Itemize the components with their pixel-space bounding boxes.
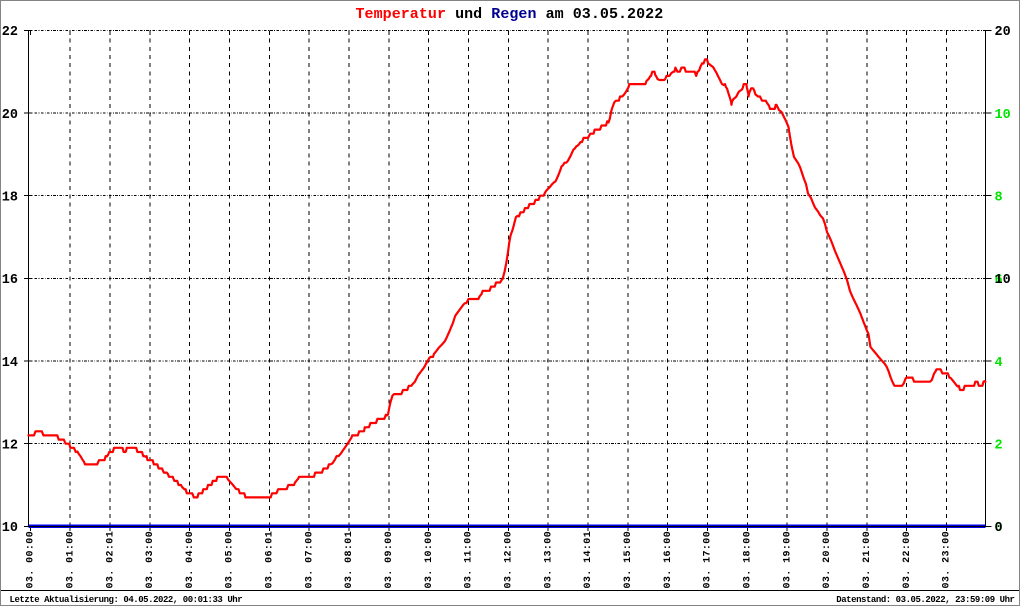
svg-text:6: 6	[995, 273, 1003, 288]
svg-text:12: 12	[2, 439, 18, 454]
svg-text:03. 08:01: 03. 08:01	[344, 531, 355, 589]
svg-text:03. 01:00: 03. 01:00	[65, 531, 76, 589]
svg-text:0: 0	[995, 521, 1003, 536]
svg-text:14: 14	[2, 356, 18, 371]
svg-text:0: 0	[995, 521, 1003, 536]
svg-text:03. 10:00: 03. 10:00	[424, 531, 435, 589]
svg-text:18: 18	[2, 191, 18, 206]
svg-text:03. 23:00: 03. 23:00	[942, 531, 953, 589]
svg-text:03. 19:00: 03. 19:00	[782, 531, 793, 589]
svg-text:03. 21:00: 03. 21:00	[862, 531, 873, 589]
svg-text:03. 14:01: 03. 14:01	[583, 531, 594, 589]
svg-text:8: 8	[995, 191, 1003, 206]
svg-text:03. 00:00: 03. 00:00	[26, 531, 37, 589]
svg-text:4: 4	[995, 356, 1003, 371]
svg-text:03. 09:00: 03. 09:00	[384, 531, 395, 589]
svg-text:20: 20	[995, 25, 1011, 40]
svg-text:03. 02:01: 03. 02:01	[105, 531, 116, 589]
svg-text:03. 15:00: 03. 15:00	[623, 531, 634, 589]
svg-text:03. 22:00: 03. 22:00	[902, 531, 913, 589]
svg-text:20: 20	[2, 108, 18, 123]
svg-text:03. 07:00: 03. 07:00	[304, 531, 315, 589]
svg-text:10: 10	[995, 273, 1011, 288]
svg-text:03. 20:00: 03. 20:00	[822, 531, 833, 589]
svg-text:10: 10	[2, 521, 18, 536]
svg-text:2: 2	[995, 439, 1003, 454]
svg-text:03. 03:00: 03. 03:00	[145, 531, 156, 589]
svg-text:10: 10	[995, 108, 1011, 123]
svg-text:03. 12:00: 03. 12:00	[504, 531, 515, 589]
svg-text:03. 11:00: 03. 11:00	[464, 531, 475, 589]
svg-text:Temperatur und Regen am 03.05.: Temperatur und Regen am 03.05.2022	[356, 6, 664, 23]
svg-text:16: 16	[2, 273, 18, 288]
svg-text:03. 04:00: 03. 04:00	[185, 531, 196, 589]
svg-text:03. 16:00: 03. 16:00	[663, 531, 674, 589]
svg-text:03. 06:01: 03. 06:01	[265, 531, 276, 589]
svg-text:03. 17:00: 03. 17:00	[703, 531, 714, 589]
svg-text:Letzte Aktualisierung: 04.05.2: Letzte Aktualisierung: 04.05.2022, 00:01…	[10, 595, 243, 605]
svg-text:03. 05:00: 03. 05:00	[225, 531, 236, 589]
svg-text:Datenstand: 03.05.2022, 23:59:: Datenstand: 03.05.2022, 23:59:09 Uhr	[836, 595, 1014, 605]
svg-text:22: 22	[2, 25, 18, 40]
svg-text:03. 13:00: 03. 13:00	[543, 531, 554, 589]
svg-text:03. 18:00: 03. 18:00	[743, 531, 754, 589]
